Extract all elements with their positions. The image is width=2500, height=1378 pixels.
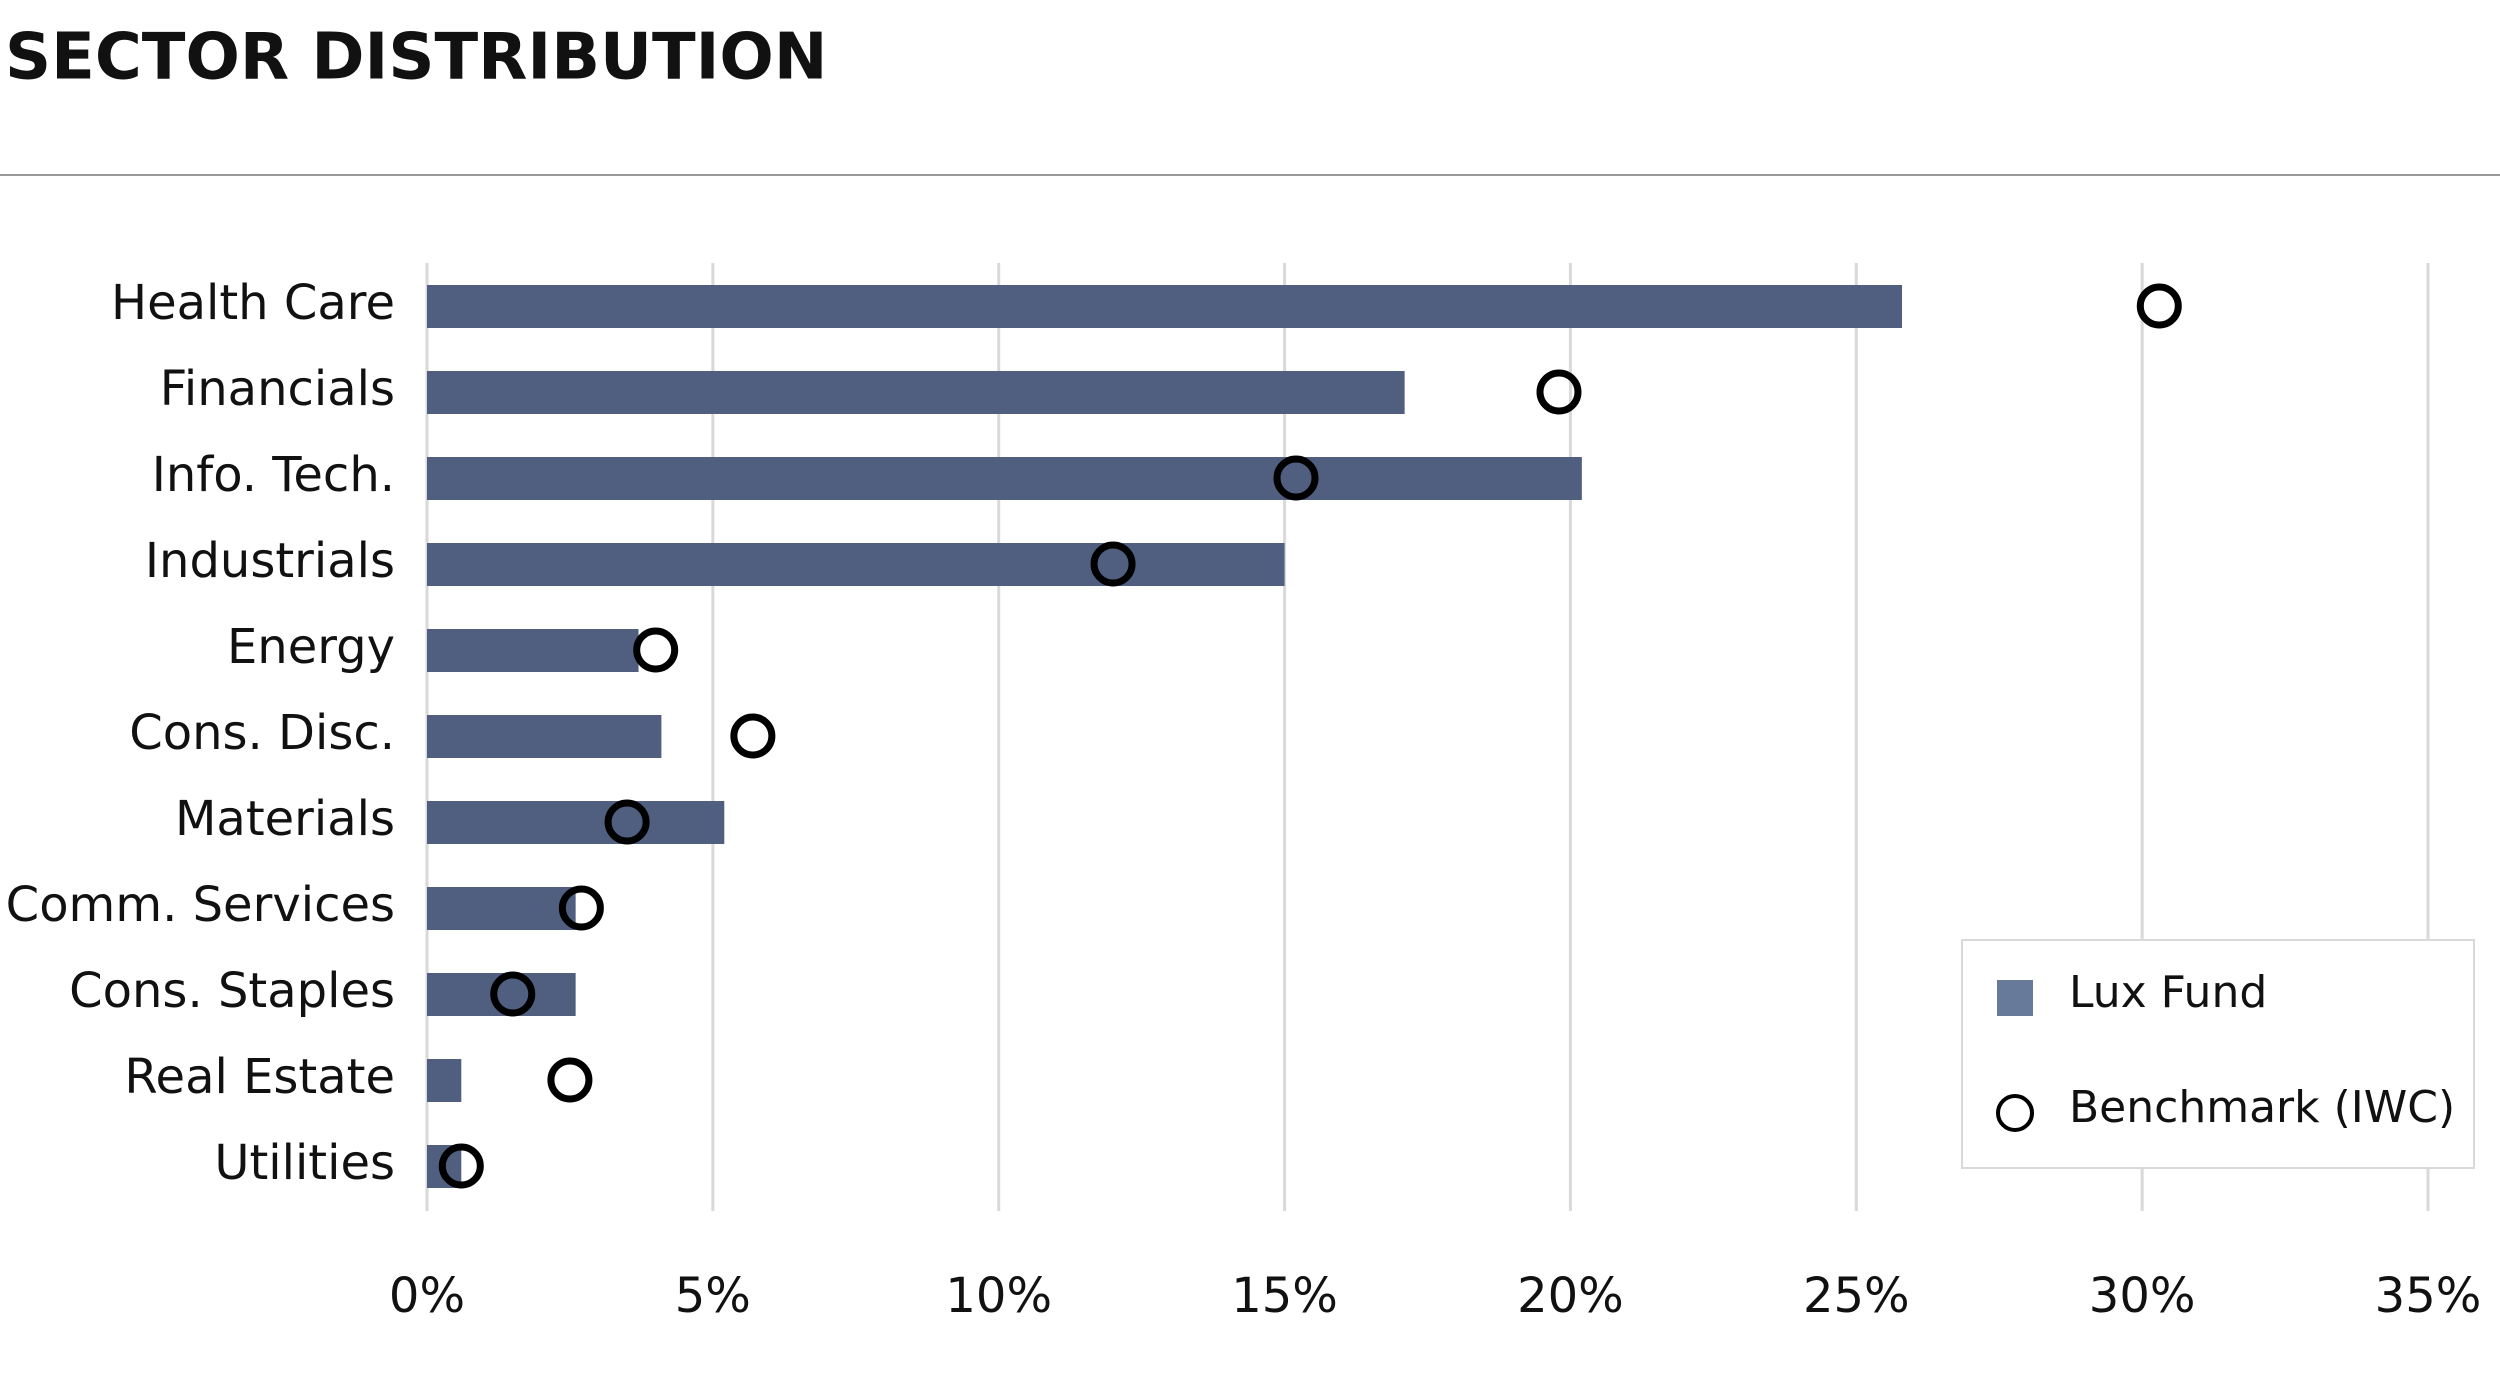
- benchmark-marker: [1090, 541, 1136, 587]
- benchmark-marker: [730, 713, 776, 759]
- bar: [427, 887, 576, 930]
- y-tick-label: Industrials: [145, 533, 395, 589]
- x-tick-label: 30%: [2089, 1268, 2196, 1324]
- benchmark-marker: [604, 799, 650, 845]
- y-tick-label: Materials: [175, 791, 395, 847]
- legend-label: Lux Fund: [2069, 967, 2267, 1018]
- x-tick-label: 35%: [2375, 1268, 2482, 1324]
- y-tick-label: Real Estate: [124, 1049, 395, 1105]
- x-tick-label: 15%: [1231, 1268, 1338, 1324]
- benchmark-marker: [2136, 283, 2182, 329]
- x-tick-label: 0%: [389, 1268, 465, 1324]
- y-tick-label: Financials: [160, 361, 395, 417]
- y-tick-label: Energy: [227, 619, 395, 675]
- y-tick-label: Info. Tech.: [152, 447, 395, 503]
- y-tick-label: Health Care: [111, 275, 395, 331]
- y-tick-label: Cons. Disc.: [129, 705, 395, 761]
- legend-box: [1961, 939, 2475, 1169]
- x-tick-label: 25%: [1803, 1268, 1910, 1324]
- y-tick-label: Comm. Services: [6, 877, 395, 933]
- y-tick-label: Utilities: [214, 1135, 395, 1191]
- bar: [427, 801, 725, 844]
- y-tick-label: Cons. Staples: [69, 963, 395, 1019]
- benchmark-marker: [558, 885, 604, 931]
- bar: [427, 543, 1285, 586]
- bar: [427, 371, 1405, 414]
- x-tick-label: 5%: [675, 1268, 751, 1324]
- legend-label: Benchmark (IWC): [2069, 1082, 2455, 1133]
- benchmark-marker: [1536, 369, 1582, 415]
- legend-swatch: [1996, 1094, 2034, 1132]
- x-tick-label: 10%: [945, 1268, 1052, 1324]
- benchmark-marker: [490, 971, 536, 1017]
- x-tick-label: 20%: [1517, 1268, 1624, 1324]
- bar: [427, 629, 639, 672]
- bar: [427, 285, 1903, 328]
- bar: [427, 1059, 462, 1102]
- benchmark-marker: [547, 1057, 593, 1103]
- benchmark-marker: [633, 627, 679, 673]
- chart-title: SECTOR DISTRIBUTION: [5, 21, 827, 95]
- bar: [427, 457, 1582, 500]
- bar: [427, 715, 662, 758]
- legend-swatch: [1997, 980, 2033, 1016]
- benchmark-marker: [438, 1143, 484, 1189]
- benchmark-marker: [1273, 455, 1319, 501]
